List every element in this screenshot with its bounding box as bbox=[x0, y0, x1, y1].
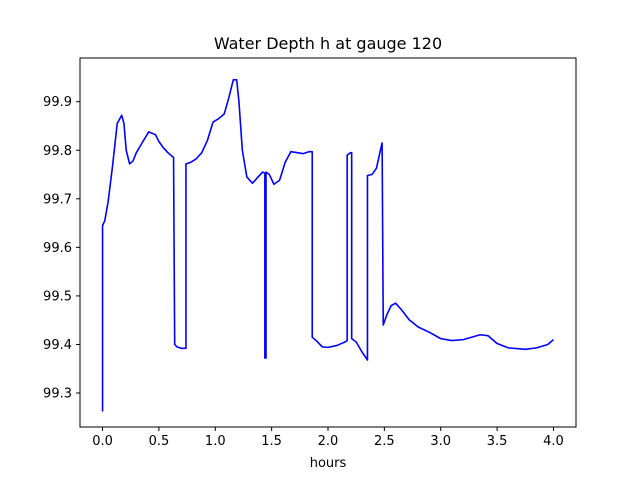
x-tick-label: 3.5 bbox=[487, 434, 508, 449]
x-tick-label: 1.0 bbox=[205, 434, 226, 449]
x-tick-label: 3.0 bbox=[430, 434, 451, 449]
y-tick-label: 99.6 bbox=[43, 241, 72, 256]
axes-frame bbox=[79, 57, 577, 428]
x-tick-label: 0.0 bbox=[92, 434, 113, 449]
y-tick-label: 99.4 bbox=[43, 338, 72, 353]
y-tick-label: 99.7 bbox=[43, 192, 72, 207]
x-tick-label: 2.0 bbox=[318, 434, 339, 449]
x-tick-label: 4.0 bbox=[543, 434, 564, 449]
y-tick-label: 99.9 bbox=[43, 95, 72, 110]
x-tick-label: 2.5 bbox=[374, 434, 395, 449]
y-tick-label: 99.8 bbox=[43, 144, 72, 159]
y-tick-label: 99.5 bbox=[43, 289, 72, 304]
x-axis-label: hours bbox=[310, 456, 347, 471]
chart-title: Water Depth h at gauge 120 bbox=[214, 34, 442, 53]
x-axis-ticks: 0.0 0.5 1.0 1.5 2.0 2.5 3.0 3.5 4.0 bbox=[92, 427, 564, 449]
series-line bbox=[101, 79, 554, 412]
x-tick-label: 1.5 bbox=[261, 434, 282, 449]
x-tick-label: 0.5 bbox=[149, 434, 170, 449]
y-axis-ticks: 99.3 99.4 99.5 99.6 99.7 99.8 99.9 bbox=[43, 95, 80, 402]
plot-area bbox=[101, 79, 554, 412]
y-tick-label: 99.3 bbox=[43, 387, 72, 402]
